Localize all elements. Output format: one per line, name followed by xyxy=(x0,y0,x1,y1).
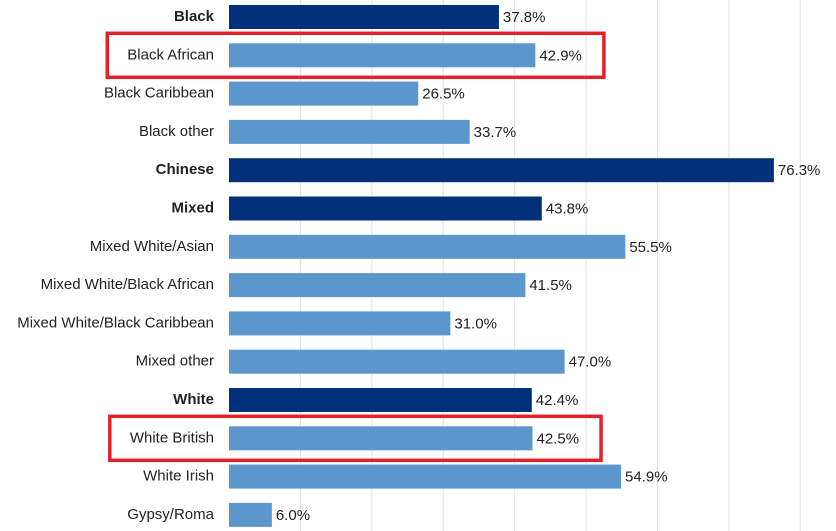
bar xyxy=(229,388,532,412)
bar xyxy=(229,43,536,68)
value-label: 33.7% xyxy=(474,124,517,141)
bar xyxy=(229,349,565,374)
bar xyxy=(229,158,774,183)
category-label: Mixed White/Asian xyxy=(90,238,214,255)
bar xyxy=(229,502,272,527)
category-label: Black African xyxy=(127,46,214,63)
value-label: 55.5% xyxy=(629,239,672,256)
category-label: Mixed White/Black Caribbean xyxy=(17,314,214,331)
category-label: Mixed other xyxy=(136,353,214,370)
category-label: Black other xyxy=(139,123,214,140)
value-label: 6.0% xyxy=(276,507,310,524)
value-label: 31.0% xyxy=(454,315,497,332)
value-label: 26.5% xyxy=(422,86,465,103)
bar xyxy=(229,273,526,298)
bar xyxy=(229,5,499,29)
bar xyxy=(229,426,533,451)
value-label: 42.4% xyxy=(536,392,579,409)
bar xyxy=(229,311,451,336)
highlight-box xyxy=(105,31,606,80)
value-label: 41.5% xyxy=(529,277,572,294)
category-label: White xyxy=(173,391,214,408)
category-label: Black Caribbean xyxy=(104,85,214,102)
value-label: 47.0% xyxy=(569,354,612,371)
category-label: White British xyxy=(130,429,214,446)
category-label: Black xyxy=(174,8,215,25)
bar xyxy=(229,119,470,144)
highlight-box xyxy=(108,414,603,463)
bar xyxy=(229,234,626,259)
value-label: 54.9% xyxy=(625,469,668,486)
category-label: Gypsy/Roma xyxy=(127,506,214,523)
value-label: 43.8% xyxy=(546,200,589,217)
bar xyxy=(229,464,622,489)
category-label: Mixed White/Black African xyxy=(41,276,214,293)
value-label: 42.9% xyxy=(539,47,582,64)
value-label: 76.3% xyxy=(778,162,821,179)
value-label: 42.5% xyxy=(537,430,580,447)
value-label: 37.8% xyxy=(503,9,546,26)
category-label: Mixed xyxy=(171,199,214,216)
category-label: White Irish xyxy=(143,468,214,485)
category-label: Chinese xyxy=(156,161,214,178)
bar xyxy=(229,81,419,106)
bar xyxy=(229,196,542,221)
